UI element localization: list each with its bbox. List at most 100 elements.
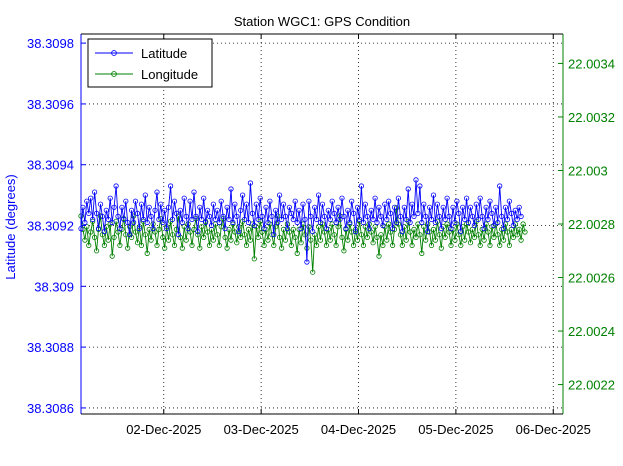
data-point <box>206 213 213 219</box>
data-point <box>331 232 337 238</box>
data-point <box>337 216 343 222</box>
data-point <box>434 201 440 207</box>
data-point <box>304 259 310 265</box>
data-point <box>88 195 94 201</box>
data-point <box>374 219 380 226</box>
data-point <box>257 195 263 201</box>
data-point <box>117 226 123 232</box>
data-point <box>127 232 133 238</box>
data-point <box>413 234 419 240</box>
data-point <box>185 226 191 232</box>
data-point <box>169 232 176 238</box>
data-point <box>465 229 472 235</box>
data-point <box>234 240 240 246</box>
x-tick-label: 02-Dec-2025 <box>126 422 201 437</box>
data-point <box>310 229 316 235</box>
data-point <box>284 226 290 232</box>
data-point <box>483 204 489 210</box>
x-tick-label: 04-Dec-2025 <box>321 422 396 437</box>
x-tick-label: 03-Dec-2025 <box>224 422 299 437</box>
data-point <box>123 232 129 238</box>
data-point <box>214 207 220 213</box>
data-point <box>349 198 355 204</box>
data-point <box>228 186 234 192</box>
data-point <box>290 216 296 222</box>
data-point <box>195 232 201 238</box>
data-point <box>95 226 102 232</box>
data-point <box>218 198 224 204</box>
data-point <box>210 237 216 243</box>
y2-tick-label: 22.0032 <box>568 110 615 125</box>
data-point <box>485 229 491 235</box>
data-point <box>499 213 505 219</box>
data-point <box>471 234 477 240</box>
data-point <box>520 221 526 227</box>
data-point <box>179 245 185 251</box>
y-tick-label: 38.3096 <box>27 97 74 112</box>
data-point <box>444 221 450 227</box>
data-point <box>456 210 462 216</box>
data-point <box>206 242 213 248</box>
data-point <box>495 232 501 238</box>
data-point <box>179 219 185 226</box>
data-point <box>103 207 109 213</box>
data-point <box>162 245 168 251</box>
data-point <box>115 213 121 219</box>
data-point <box>84 224 90 230</box>
data-point <box>265 237 271 243</box>
data-point <box>288 210 294 216</box>
data-point <box>92 189 98 195</box>
x-tick-label: 06-Dec-2025 <box>516 422 591 437</box>
data-point <box>510 222 516 229</box>
data-point <box>288 242 294 248</box>
data-point <box>364 234 370 240</box>
data-point <box>426 204 433 210</box>
data-point <box>362 201 368 207</box>
data-point <box>101 229 108 235</box>
data-point <box>275 219 281 226</box>
data-point <box>508 210 514 216</box>
data-point <box>489 210 495 216</box>
data-point <box>475 216 481 222</box>
data-point <box>220 213 226 219</box>
data-point <box>378 213 384 219</box>
data-point <box>226 216 232 222</box>
data-point <box>477 242 483 248</box>
data-point <box>177 207 183 213</box>
legend-swatch-marker <box>111 71 117 77</box>
data-point <box>467 240 474 246</box>
data-point <box>243 242 250 248</box>
data-point <box>123 198 129 204</box>
data-point <box>175 232 181 238</box>
data-point <box>493 204 499 210</box>
data-point <box>205 207 211 213</box>
data-point <box>366 226 372 232</box>
data-point <box>269 213 275 219</box>
data-point <box>423 213 429 219</box>
data-point <box>160 234 166 240</box>
data-point <box>222 226 228 232</box>
data-point <box>364 213 370 219</box>
data-point <box>82 237 88 243</box>
data-point <box>308 213 314 219</box>
data-point <box>101 242 108 248</box>
data-point <box>370 216 376 222</box>
data-point <box>436 213 442 219</box>
data-point <box>292 234 298 240</box>
data-point <box>276 234 283 240</box>
data-point <box>323 226 329 232</box>
data-point <box>467 204 474 210</box>
data-point <box>352 229 359 235</box>
data-point <box>232 201 238 207</box>
data-point <box>90 216 96 222</box>
data-point <box>240 192 246 198</box>
data-point <box>358 183 364 189</box>
data-point <box>391 204 398 210</box>
y-axis-label: Latitude (degrees) <box>3 174 18 280</box>
data-point <box>335 204 341 210</box>
data-point <box>158 201 164 207</box>
series-line-latitude <box>80 179 522 263</box>
data-point <box>386 198 392 204</box>
data-point <box>247 237 253 243</box>
